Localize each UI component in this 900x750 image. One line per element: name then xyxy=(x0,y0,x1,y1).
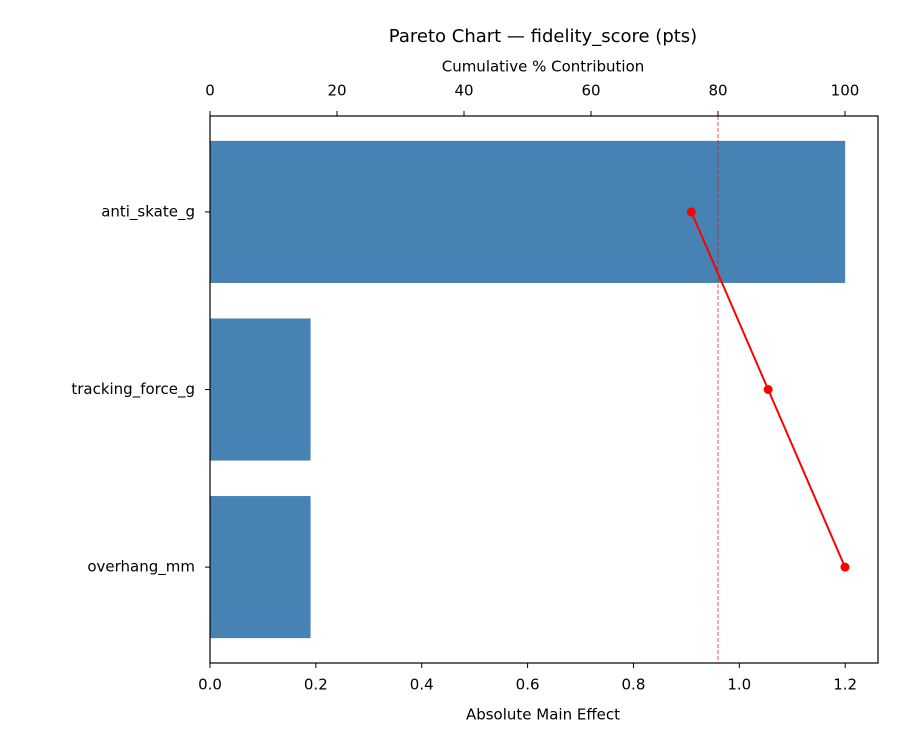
x2-tick-label: 100 xyxy=(831,82,860,100)
x-tick-label: 0.0 xyxy=(198,676,222,694)
x2-tick-label: 20 xyxy=(327,82,346,100)
cumulative-point xyxy=(840,562,850,572)
plot-frame xyxy=(209,115,879,664)
bar xyxy=(210,318,311,461)
x2-axis-label: Cumulative % Contribution xyxy=(442,58,645,76)
x-tick-label: 1.0 xyxy=(727,676,751,694)
x-tick-label: 1.2 xyxy=(833,676,857,694)
x2-tick-label: 60 xyxy=(581,82,600,100)
bar xyxy=(210,140,846,283)
x2-tick-label: 80 xyxy=(708,82,727,100)
x2-tick-label: 0 xyxy=(205,82,215,100)
y-tick-label: anti_skate_g xyxy=(101,202,195,221)
cumulative-point xyxy=(763,385,773,394)
cumulative-point xyxy=(686,207,696,217)
x-tick-label: 0.4 xyxy=(410,676,434,694)
x-axis-label: Absolute Main Effect xyxy=(466,706,620,724)
x-tick-label: 0.8 xyxy=(622,676,646,694)
x-tick-label: 0.6 xyxy=(516,676,540,694)
y-tick-label: overhang_mm xyxy=(87,558,195,577)
y-tick-label: tracking_force_g xyxy=(71,380,195,399)
bar xyxy=(210,496,311,639)
x-tick-label: 0.2 xyxy=(304,676,328,694)
x2-tick-label: 40 xyxy=(454,82,473,100)
chart-title: Pareto Chart — fidelity_score (pts) xyxy=(389,26,697,47)
